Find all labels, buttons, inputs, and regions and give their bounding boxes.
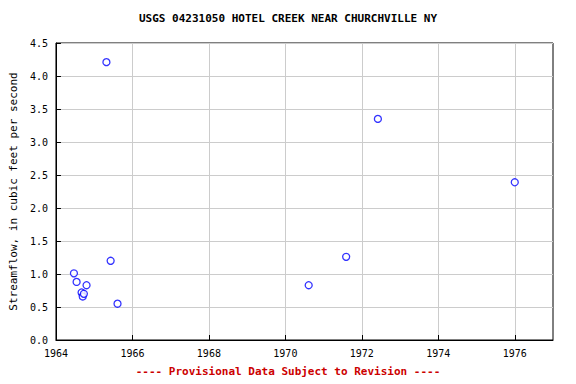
svg-text:2.0: 2.0: [30, 203, 48, 214]
svg-text:1966: 1966: [120, 348, 144, 359]
svg-text:1970: 1970: [273, 348, 297, 359]
svg-text:1968: 1968: [197, 348, 221, 359]
svg-text:3.5: 3.5: [30, 104, 48, 115]
svg-text:3.0: 3.0: [30, 137, 48, 148]
svg-text:1.0: 1.0: [30, 269, 48, 280]
svg-text:2.5: 2.5: [30, 170, 48, 181]
svg-text:0.0: 0.0: [30, 335, 48, 346]
svg-text:1974: 1974: [426, 348, 450, 359]
svg-text:1964: 1964: [44, 348, 68, 359]
svg-text:0.5: 0.5: [30, 302, 48, 313]
svg-text:Streamflow, in cubic feet per: Streamflow, in cubic feet per second: [7, 72, 20, 310]
svg-text:1.5: 1.5: [30, 236, 48, 247]
svg-text:USGS 04231050 HOTEL CREEK NEAR: USGS 04231050 HOTEL CREEK NEAR CHURCHVIL…: [139, 12, 437, 25]
svg-text:---- Provisional Data Subject: ---- Provisional Data Subject to Revisio…: [136, 365, 441, 378]
svg-text:1972: 1972: [350, 348, 374, 359]
svg-text:4.5: 4.5: [30, 38, 48, 49]
svg-text:4.0: 4.0: [30, 71, 48, 82]
svg-text:1976: 1976: [503, 348, 527, 359]
